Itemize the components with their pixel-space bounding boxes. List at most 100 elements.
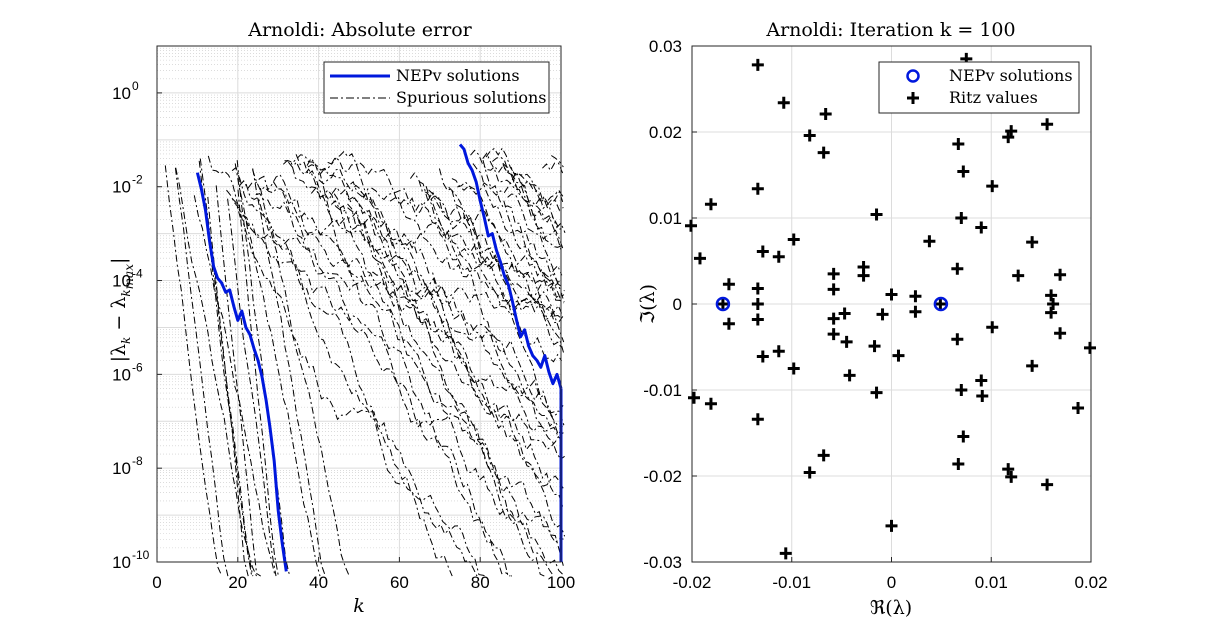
ritz-value-marker [827,312,840,325]
spurious-curve [482,159,565,304]
ritz-value-marker [685,219,698,232]
ritz-value-marker [1054,327,1067,340]
ritz-plot-points [685,52,1096,560]
x-tick-label: -0.02 [673,573,712,592]
ritz-value-marker [840,335,853,348]
x-tick-label: 100 [547,573,575,592]
ritz-value-marker [1045,289,1058,302]
x-tick-label: 0.01 [975,573,1008,592]
ritz-value-marker [722,317,735,330]
y-tick-base: 10 [112,365,131,384]
ritz-value-marker [1041,478,1054,491]
ritz-value-marker [975,374,988,387]
ritz-value-marker [751,313,764,326]
ritz-plot-ticks: -0.02 -0.01 0 0.01 0.02-0.03-0.02-0.0100.010… [643,37,1107,592]
ritz-value-marker [870,208,883,221]
y-tick-base: 10 [112,178,131,197]
x-tick-label: 40 [309,573,328,592]
ritz-value-marker [817,449,830,462]
y-tick-label: 0.01 [649,209,682,228]
ritz-value-marker [1005,125,1018,138]
y-tick-label: 0 [673,295,682,314]
ritz-value-marker [957,430,970,443]
spurious-curve [451,171,566,233]
error-plot-ylabel: |λk − λkmax| [108,258,136,363]
ritz-value-marker [779,547,792,560]
y-tick-label: -0.01 [643,381,682,400]
ritz-value-marker [876,308,889,321]
spurious-curve [347,203,555,577]
ylabel-k: k [119,337,133,344]
ritz-value-marker [751,182,764,195]
ritz-value-marker [772,250,785,263]
ritz-value-marker [756,350,769,363]
ritz-value-marker [803,466,816,479]
ritz-value-marker [870,386,883,399]
spurious-curve [482,152,564,209]
spurious-curve [418,181,565,461]
ritz-plot-xlabel: ℜ(λ) [870,597,912,619]
ylabel-open: |λ [108,344,130,362]
spurious-curve [207,196,249,577]
ritz-value-marker [1054,268,1067,281]
ritz-value-marker [986,180,999,193]
ritz-value-marker [986,321,999,334]
nepv-curve [458,143,563,389]
spurious-curve [307,164,511,577]
ritz-value-marker [952,457,965,470]
ylabel-kmax-max: max [122,264,136,290]
ritz-value-marker [975,221,988,234]
y-tick-exponent: -4 [132,267,143,281]
svg-text:|λk − λkmax|: |λk − λkmax| [108,258,136,363]
ritz-value-marker [838,307,851,320]
error-plot-title: Arnoldi: Absolute error [247,19,472,41]
spurious-curve [345,190,566,537]
spurious-curve [215,185,261,577]
x-tick-label: 0 [887,573,896,592]
ritz-value-marker [951,262,964,275]
ritz-value-marker [1072,402,1085,415]
ritz-value-marker [1026,359,1039,372]
spurious-curve [472,163,563,284]
spurious-curve [409,172,565,299]
y-tick-label: 10 -10 [112,548,150,572]
legend-ritz-marker [907,92,919,104]
y-tick-base: 10 [112,459,131,478]
spurious-curve [231,198,564,451]
legend-nepv-label: NEPv solutions [396,66,520,85]
x-tick-label: 0.02 [1074,573,1107,592]
ritz-value-marker [957,165,970,178]
spurious-curve [255,193,564,508]
y-tick-exponent: -10 [132,548,150,562]
ritz-value-marker [868,340,881,353]
spurious-curve [295,154,564,575]
spurious-curve [174,167,229,577]
ritz-value-marker [1041,118,1054,131]
spurious-curve [502,164,565,251]
spurious-curve [310,167,563,279]
x-tick-label: -0.01 [772,573,811,592]
y-tick-label: 10 0 [112,79,139,103]
y-tick-label: -0.03 [643,553,682,572]
ritz-value-marker [976,390,989,403]
ritz-value-marker [1002,131,1015,144]
spurious-curve [507,193,565,303]
spurious-curve [503,200,565,299]
spurious-curve [164,165,223,577]
ritz-value-marker [722,278,735,291]
spurious-curve [199,158,254,577]
legend-nepv-solutions-label: NEPv solutions [949,66,1073,85]
spurious-curve [520,186,563,248]
y-tick-label: 0.02 [649,123,682,142]
spurious-curve [425,186,564,353]
ritz-value-marker [909,290,922,303]
spurious-curve [288,161,564,414]
ritz-value-marker [892,349,905,362]
legend-nepv-marker [906,69,920,83]
y-tick-label: -0.02 [643,467,682,486]
ritz-value-marker [1047,298,1060,310]
ritz-plot-panel: Arnoldi: Iteration k = 100 -0.02 -0.01 0 0.… [637,19,1108,619]
ritz-value-marker [827,328,840,341]
